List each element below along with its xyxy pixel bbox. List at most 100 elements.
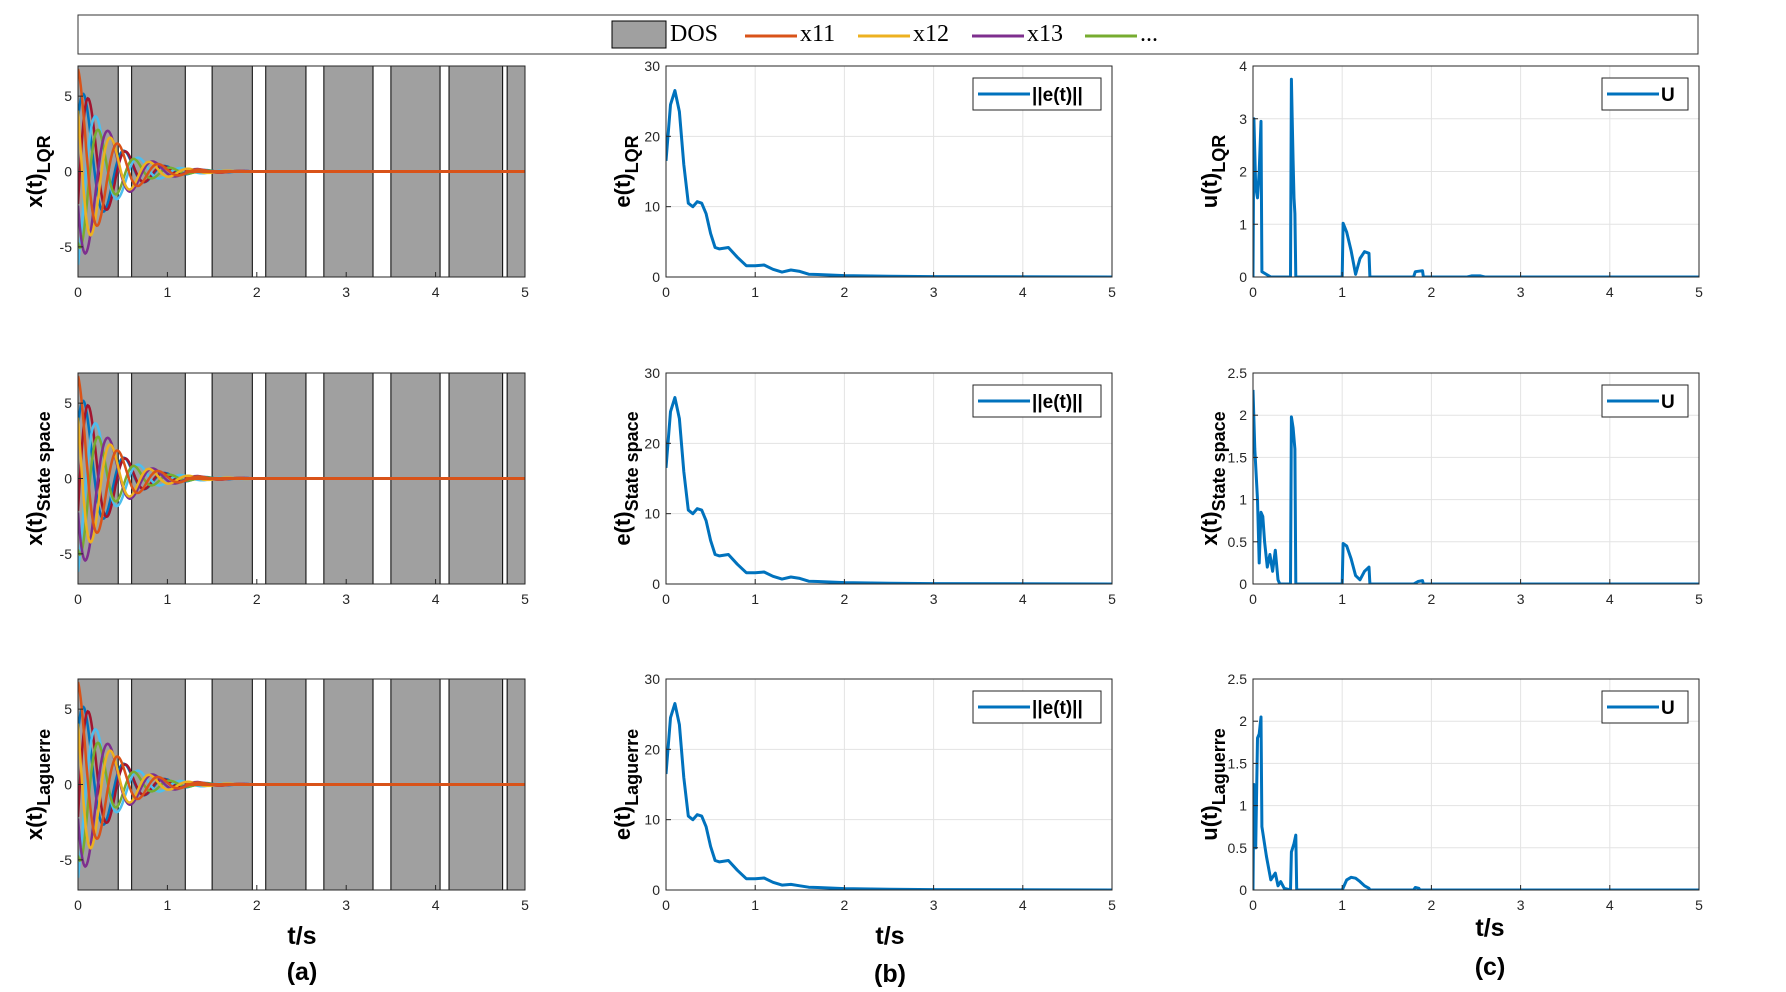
legend-label: ||e(t)|| [1032, 392, 1083, 413]
ytick-label-5: 2.5 [1228, 365, 1248, 381]
panel-u_lqr: 0 1 2 3 4 5 0 1 2 3 4 u(t)LQR U [1197, 58, 1703, 300]
xtick-label-5: 5 [521, 897, 529, 913]
legend-u_lqr: U [1601, 77, 1689, 111]
xtick-label-3: 3 [930, 591, 938, 607]
ytick-label-3: 30 [644, 365, 660, 381]
ytick-label-3: 30 [644, 58, 660, 74]
xtick-label-2: 2 [1428, 284, 1436, 300]
series-u_lqr [1253, 77, 1699, 277]
xtick-label-0: 0 [74, 284, 82, 300]
xtick-label-3: 3 [342, 284, 350, 300]
xtick-label-1: 1 [164, 897, 172, 913]
ytick-label-2: 20 [644, 741, 660, 757]
legend-label: ||e(t)|| [1032, 698, 1083, 719]
axes-box [665, 65, 1113, 278]
ylabel-main: x(t) [22, 511, 47, 545]
plot-content [666, 396, 1112, 584]
xtick-label-0: 0 [74, 897, 82, 913]
xtick-label-0: 0 [1249, 897, 1257, 913]
series-e_ss [666, 396, 1112, 584]
ytick-label-3: 3 [1239, 111, 1247, 127]
axes-box [1252, 678, 1700, 891]
ylabel-main: x(t) [1197, 511, 1222, 545]
ytick-label-1: 0.5 [1228, 840, 1248, 856]
xtick-label-0: 0 [662, 897, 670, 913]
xtick-label-4: 4 [1019, 591, 1027, 607]
xtick-label-3: 3 [1517, 897, 1525, 913]
ytick-label-4: 4 [1239, 58, 1247, 74]
plot-content [78, 679, 525, 890]
ylabel-x_lqr: x(t)LQR [22, 135, 54, 207]
panel-u_ss: 0 1 2 3 4 5 0 0.5 1 1.5 2 2.5 x(t)State space U [1197, 365, 1703, 607]
ytick-label-1: 0 [64, 471, 72, 487]
xtick-label-2: 2 [253, 284, 261, 300]
legend-label: ||e(t)|| [1032, 85, 1083, 106]
legend-label-dos: DOS [670, 21, 718, 47]
ytick-label-2: 5 [64, 88, 72, 104]
ytick-label-3: 30 [644, 671, 660, 687]
ylabel-e_lqr: e(t)LQR [610, 135, 642, 207]
ylabel-x_lag: x(t)Laguerre [22, 729, 54, 840]
axes-box [1252, 372, 1700, 585]
series-e_lqr [666, 89, 1112, 277]
xlabel-col-c: t/s [1475, 914, 1504, 942]
ylabel-subscript: LQR [1209, 135, 1229, 173]
legend-e_ss: ||e(t)|| [972, 384, 1102, 418]
xtick-label-3: 3 [1517, 284, 1525, 300]
legend-label: U [1661, 85, 1675, 106]
legend-label: U [1661, 698, 1675, 719]
xtick-label-1: 1 [164, 591, 172, 607]
ytick-label-5: 2.5 [1228, 671, 1248, 687]
legend-swatch-dos [611, 20, 667, 49]
ylabel-main: x(t) [22, 806, 47, 840]
ylabel-main: e(t) [610, 173, 635, 207]
ytick-label-0: 0 [652, 576, 660, 592]
xlabel-col-b: t/s [875, 922, 904, 950]
ylabel-subscript: Laguerre [1209, 728, 1229, 805]
xtick-label-5: 5 [1108, 897, 1116, 913]
xtick-label-5: 5 [1695, 897, 1703, 913]
legend-label-x11: x11 [800, 21, 835, 47]
axes-box [665, 678, 1113, 891]
xtick-label-4: 4 [1019, 284, 1027, 300]
xtick-label-3: 3 [1517, 591, 1525, 607]
ytick-label-0: 0 [1239, 576, 1247, 592]
axes-box [665, 372, 1113, 585]
ylabel-subscript: LQR [34, 135, 54, 173]
ytick-label-1: 1 [1239, 216, 1247, 232]
ylabel-main: u(t) [1197, 805, 1222, 840]
xtick-label-1: 1 [1338, 284, 1346, 300]
ylabel-main: e(t) [610, 511, 635, 545]
ytick-label-0: 0 [1239, 882, 1247, 898]
legend-label: U [1661, 392, 1675, 413]
caption-b: (b) [874, 960, 906, 988]
ytick-label-2: 20 [644, 128, 660, 144]
xtick-label-4: 4 [1019, 897, 1027, 913]
ylabel-main: e(t) [610, 806, 635, 840]
xtick-label-3: 3 [342, 591, 350, 607]
ylabel-e_lag: e(t)Laguerre [610, 729, 642, 840]
panel-e_ss: 0 1 2 3 4 5 0 10 20 30 e(t)State space ||e(t)|| [610, 365, 1116, 607]
xtick-label-0: 0 [662, 284, 670, 300]
ytick-label-1: 10 [644, 812, 660, 828]
ylabel-subscript: State space [1209, 411, 1229, 511]
ylabel-subscript: LQR [622, 135, 642, 173]
ytick-label-0: -5 [60, 852, 73, 868]
xlabel-col-a: t/s [287, 922, 316, 950]
legend-item-dos: DOS [611, 20, 718, 49]
legend-item-x13: x13 [972, 21, 1063, 47]
ytick-label-2: 2 [1239, 164, 1247, 180]
ytick-label-0: 0 [1239, 269, 1247, 285]
xtick-label-5: 5 [1108, 591, 1116, 607]
xtick-label-1: 1 [1338, 897, 1346, 913]
legend-u_lag: U [1601, 690, 1689, 724]
xtick-label-4: 4 [1606, 897, 1614, 913]
ylabel-u_lqr: u(t)LQR [1197, 135, 1229, 208]
legend-e_lag: ||e(t)|| [972, 690, 1102, 724]
xtick-label-3: 3 [930, 897, 938, 913]
ytick-label-0: 0 [652, 269, 660, 285]
xtick-label-2: 2 [841, 897, 849, 913]
panel-u_lag: 0 1 2 3 4 5 0 0.5 1 1.5 2 2.5 u(t)Laguerre U [1197, 671, 1703, 913]
